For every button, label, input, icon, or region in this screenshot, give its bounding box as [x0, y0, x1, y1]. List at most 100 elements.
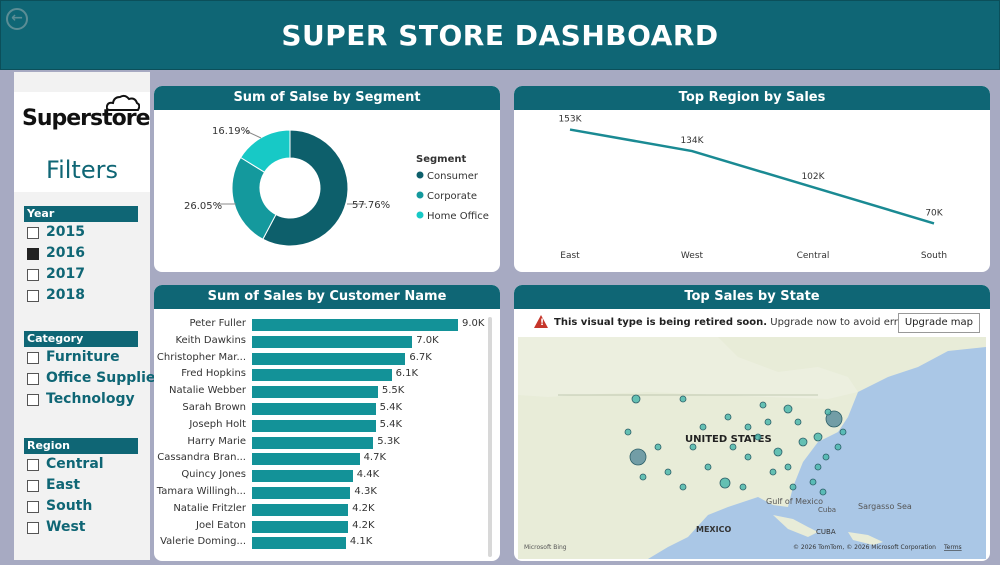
customer-bar-panel[interactable]: Sum of Sales by Customer Name Peter Full… [154, 285, 500, 561]
checkbox-checked[interactable] [27, 248, 39, 260]
state-sales-bubble[interactable] [824, 408, 832, 416]
checkbox[interactable] [27, 373, 39, 385]
state-sales-bubble[interactable] [813, 432, 823, 442]
customer-bar[interactable] [252, 503, 349, 516]
state-sales-bubble[interactable] [699, 423, 707, 431]
state-sales-bubble[interactable] [719, 477, 731, 489]
state-sales-bubble[interactable] [744, 423, 752, 431]
donut-slice-consumer[interactable] [262, 129, 349, 247]
slicer-category: Category Furniture Office Supplies Techn… [24, 331, 164, 410]
slicer-region-east[interactable]: East [24, 475, 138, 496]
scrollbar[interactable] [488, 317, 492, 557]
customer-bar[interactable] [252, 419, 376, 432]
slicer-category-technology[interactable]: Technology [24, 389, 138, 410]
state-sales-bubble[interactable] [794, 418, 802, 426]
bar-value-label: 5.3K [377, 435, 400, 447]
customer-bar[interactable] [252, 436, 374, 449]
map-label-cuba-caps: CUBA [816, 528, 836, 536]
state-sales-bubble[interactable] [689, 443, 697, 451]
state-sales-bubble[interactable] [784, 463, 792, 471]
checkbox[interactable] [27, 394, 39, 406]
state-sales-bubble[interactable] [679, 395, 687, 403]
slicer-category-office-supplies[interactable]: Office Supplies [24, 368, 164, 389]
state-sales-bubble[interactable] [798, 437, 808, 447]
slicer-year-2015[interactable]: 2015 [24, 222, 138, 243]
state-sales-bubble[interactable] [754, 433, 762, 441]
legend-item-consumer[interactable]: Consumer [427, 171, 479, 182]
checkbox[interactable] [27, 522, 39, 534]
state-sales-bubble[interactable] [764, 418, 772, 426]
customer-bar[interactable] [252, 386, 378, 399]
slicer-year-2017[interactable]: 2017 [24, 264, 138, 285]
legend-item-home-office[interactable]: Home Office [427, 211, 489, 222]
state-sales-bubble[interactable] [629, 448, 647, 466]
checkbox[interactable] [27, 269, 39, 281]
state-sales-bubble[interactable] [739, 483, 747, 491]
slicer-region-south[interactable]: South [24, 496, 138, 517]
back-arrow-icon[interactable]: ← [6, 8, 28, 30]
slicer-region-central[interactable]: Central [24, 454, 138, 475]
customer-bar[interactable] [252, 352, 406, 365]
state-sales-bubble[interactable] [819, 488, 827, 496]
donut-slice-home-office[interactable] [239, 129, 291, 173]
checkbox[interactable] [27, 352, 39, 364]
customer-bar-chart[interactable]: Peter Fuller 9.0K Keith Dawkins 7.0K Christo… [154, 313, 500, 559]
bar-value-label: 4.1K [349, 536, 373, 548]
state-sales-bubble[interactable] [789, 483, 797, 491]
customer-bar[interactable] [252, 487, 351, 499]
state-sales-bubble[interactable] [639, 473, 647, 481]
slicer-item-label: Furniture [46, 349, 120, 365]
customer-bar[interactable] [252, 335, 413, 348]
state-sales-bubble[interactable] [769, 468, 777, 476]
state-sales-bubble[interactable] [809, 478, 817, 486]
checkbox[interactable] [27, 459, 39, 471]
region-line-panel[interactable]: Top Region by Sales 153K East 134K West 102K… [514, 86, 990, 272]
customer-bar[interactable] [252, 403, 376, 415]
state-sales-bubble[interactable] [783, 404, 793, 414]
slicer-category-furniture[interactable]: Furniture [24, 347, 138, 368]
legend-item-corporate[interactable]: Corporate [427, 191, 477, 202]
map-terms-link[interactable]: Terms [943, 544, 962, 551]
checkbox[interactable] [27, 480, 39, 492]
customer-bar[interactable] [252, 470, 353, 483]
checkbox[interactable] [27, 290, 39, 302]
state-sales-bubble[interactable] [759, 401, 767, 409]
state-map-panel[interactable]: Top Sales by State ! This visual type is… [514, 285, 990, 561]
segment-donut-panel[interactable]: Sum of Salse by Segment 57.76% 26.05% 16… [154, 86, 500, 272]
state-sales-bubble[interactable] [704, 463, 712, 471]
region-line-chart[interactable]: 153K East 134K West 102K Central 70K South [514, 86, 990, 272]
map-label-cuba: Cuba [818, 506, 836, 514]
state-sales-bubble[interactable] [822, 453, 830, 461]
state-sales-bubble[interactable] [679, 483, 687, 491]
state-sales-bubble[interactable] [744, 453, 752, 461]
state-sales-bubble[interactable] [814, 463, 822, 471]
checkbox[interactable] [27, 501, 39, 513]
state-sales-bubble[interactable] [624, 428, 632, 436]
us-map[interactable]: UNITED STATES Gulf of Mexico Sargasso Se… [518, 337, 986, 559]
slicer-item-label: South [46, 498, 93, 514]
segment-donut-chart[interactable]: 57.76% 26.05% 16.19% Segment Consumer Cor… [154, 86, 500, 272]
state-sales-bubble[interactable] [729, 443, 737, 451]
state-sales-bubble[interactable] [664, 468, 672, 476]
state-sales-bubble[interactable] [773, 447, 783, 457]
upgrade-map-button[interactable]: Upgrade map [897, 313, 980, 333]
state-sales-bubble[interactable] [839, 428, 847, 436]
state-sales-bubble[interactable] [724, 413, 732, 421]
customer-bar[interactable] [252, 520, 349, 533]
customer-bar[interactable] [252, 369, 392, 382]
bar-category-label: Peter Fuller [189, 318, 246, 329]
donut-slice-corporate[interactable] [231, 156, 277, 240]
checkbox[interactable] [27, 227, 39, 239]
state-sales-bubble[interactable] [631, 394, 641, 404]
customer-bar[interactable] [252, 319, 458, 331]
slicer-year-2018[interactable]: 2018 [24, 285, 138, 306]
customer-bar[interactable] [252, 453, 360, 466]
customer-bar[interactable] [252, 537, 346, 550]
region-sales-line[interactable] [569, 128, 935, 225]
state-sales-bubble[interactable] [654, 443, 662, 451]
state-sales-bubble[interactable] [825, 410, 843, 428]
slicer-region-west[interactable]: West [24, 517, 138, 538]
slicer-year-2016[interactable]: 2016 [24, 243, 138, 264]
state-sales-bubble[interactable] [834, 443, 842, 451]
slicer-item-label: 2015 [46, 224, 85, 240]
